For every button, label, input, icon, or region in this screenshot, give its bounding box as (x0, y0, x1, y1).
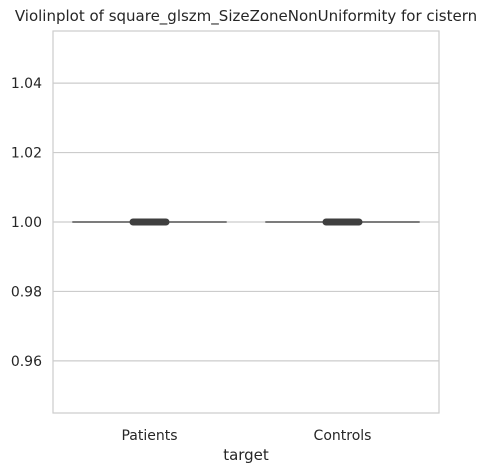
violin-box-patients (129, 218, 170, 226)
plot-area: 0.96 0.98 1.00 1.02 1.04 Patients Controls (11, 30, 440, 444)
y-tick-label: 0.96 (11, 354, 42, 370)
y-tick-label: 1.04 (11, 76, 42, 92)
plot-frame (52, 30, 440, 414)
y-tick-label: 0.98 (11, 284, 42, 300)
x-axis-label: target (223, 446, 269, 464)
violin-box-controls (322, 218, 363, 226)
chart-title: Violinplot of square_glszm_SizeZoneNonUn… (15, 7, 477, 26)
x-tick-label: Controls (314, 428, 372, 444)
y-tick-label: 1.02 (11, 146, 42, 162)
y-tick-label: 1.00 (11, 215, 42, 231)
x-tick-label: Patients (121, 428, 177, 444)
